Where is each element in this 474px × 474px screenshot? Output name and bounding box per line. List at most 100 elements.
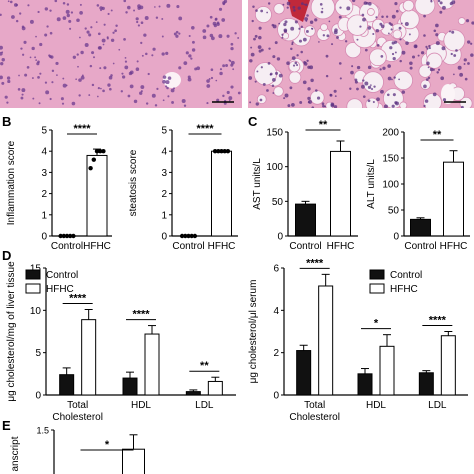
nucleus xyxy=(363,1,368,5)
nucleus xyxy=(175,30,179,34)
nucleus xyxy=(319,3,323,6)
nucleus xyxy=(393,40,398,44)
nucleus xyxy=(386,93,390,97)
bar-control xyxy=(185,391,201,396)
nucleus xyxy=(32,97,35,100)
nucleus xyxy=(305,30,309,33)
nucleus xyxy=(136,20,139,24)
nucleus xyxy=(49,55,52,58)
nucleus xyxy=(414,45,418,48)
nucleus xyxy=(86,30,90,34)
nucleus xyxy=(135,67,140,71)
nucleus xyxy=(145,102,149,105)
nucleus xyxy=(62,83,67,88)
x-tick-label: HDL xyxy=(366,400,386,411)
nucleus xyxy=(140,41,143,45)
nucleus xyxy=(226,34,230,38)
nucleus xyxy=(141,54,144,57)
nucleus xyxy=(338,15,342,19)
nucleus xyxy=(173,32,177,36)
nucleus xyxy=(311,27,314,30)
nucleus xyxy=(98,46,102,50)
nucleus xyxy=(91,83,95,87)
nucleus xyxy=(283,22,287,27)
nucleus xyxy=(437,68,441,71)
y-tick-label: 2 xyxy=(273,348,279,359)
nucleus xyxy=(291,103,295,107)
nucleus xyxy=(307,96,311,101)
significance-label: **** xyxy=(73,123,91,135)
nucleus xyxy=(390,28,393,31)
nucleus xyxy=(255,102,259,106)
nucleus xyxy=(4,95,8,99)
nucleus xyxy=(428,44,431,48)
nucleus xyxy=(435,33,439,37)
nucleus xyxy=(54,0,58,3)
nucleus xyxy=(125,11,128,14)
nucleus xyxy=(222,64,226,68)
bar-hfhc xyxy=(443,161,464,237)
nucleus xyxy=(126,5,131,10)
nucleus xyxy=(0,45,3,50)
nucleus xyxy=(49,97,52,101)
nucleus xyxy=(292,6,296,9)
nucleus xyxy=(221,18,226,22)
nucleus xyxy=(436,71,439,74)
nucleus xyxy=(23,40,27,44)
nucleus xyxy=(311,106,315,108)
micrograph-hfhc xyxy=(248,0,474,108)
nucleus xyxy=(20,47,23,50)
y-tick-label: 50 xyxy=(388,206,400,217)
bar-control xyxy=(295,203,316,237)
nucleus xyxy=(351,65,354,68)
y-tick-label: 4 xyxy=(161,147,167,158)
nucleus xyxy=(84,43,89,47)
nucleus xyxy=(88,94,91,97)
nucleus xyxy=(21,26,26,31)
nucleus xyxy=(90,26,93,29)
nucleus xyxy=(364,48,368,52)
nucleus xyxy=(349,87,352,90)
nucleus xyxy=(154,6,156,8)
nucleus xyxy=(249,101,252,104)
y-tick-label: 4 xyxy=(41,147,47,158)
nucleus xyxy=(191,40,195,44)
nucleus xyxy=(380,24,385,29)
nucleus xyxy=(271,84,275,88)
tissue-background xyxy=(0,0,242,108)
nucleus xyxy=(370,84,372,86)
nucleus xyxy=(294,20,298,24)
nucleus xyxy=(373,85,376,88)
nucleus xyxy=(110,9,113,12)
panel-label-d: D xyxy=(2,248,12,263)
nucleus xyxy=(9,0,13,4)
bar-control xyxy=(357,373,373,396)
nucleus xyxy=(206,79,210,83)
significance-label: **** xyxy=(196,123,214,135)
nucleus xyxy=(166,86,169,90)
nucleus xyxy=(36,62,40,66)
lipid-droplet xyxy=(334,0,354,17)
nucleus xyxy=(6,101,9,104)
y-tick-label: 100 xyxy=(382,180,399,191)
nucleus xyxy=(328,20,331,23)
nucleus xyxy=(344,40,348,43)
nucleus xyxy=(362,17,366,22)
nucleus xyxy=(39,42,43,47)
nucleus xyxy=(286,6,289,9)
nucleus xyxy=(266,11,269,14)
nucleus xyxy=(424,99,429,103)
nucleus xyxy=(388,32,390,35)
y-tick-label: 3 xyxy=(161,168,167,179)
nucleus xyxy=(99,67,102,70)
y-axis-label: Inflammation score xyxy=(6,140,17,225)
nucleus xyxy=(367,99,371,103)
lipid-droplet xyxy=(366,8,375,16)
nucleus xyxy=(37,10,40,14)
nucleus xyxy=(306,14,309,17)
y-tick-label: 0 xyxy=(393,232,399,243)
nucleus xyxy=(258,35,262,40)
nucleus xyxy=(439,1,443,5)
nucleus xyxy=(219,68,223,71)
nucleus xyxy=(230,42,234,46)
